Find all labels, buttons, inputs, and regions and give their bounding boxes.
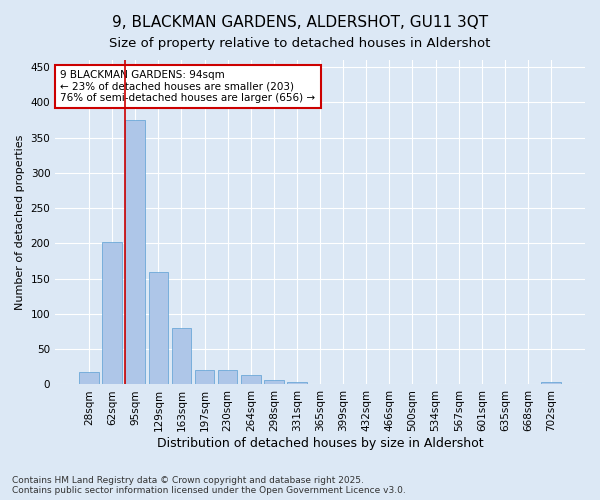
Bar — [241, 376, 260, 384]
Text: 9, BLACKMAN GARDENS, ALDERSHOT, GU11 3QT: 9, BLACKMAN GARDENS, ALDERSHOT, GU11 3QT — [112, 15, 488, 30]
Bar — [172, 328, 191, 384]
Bar — [287, 382, 307, 384]
X-axis label: Distribution of detached houses by size in Aldershot: Distribution of detached houses by size … — [157, 437, 484, 450]
Bar — [125, 120, 145, 384]
Text: Size of property relative to detached houses in Aldershot: Size of property relative to detached ho… — [109, 38, 491, 51]
Bar — [103, 242, 122, 384]
Text: 9 BLACKMAN GARDENS: 94sqm
← 23% of detached houses are smaller (203)
76% of semi: 9 BLACKMAN GARDENS: 94sqm ← 23% of detac… — [61, 70, 316, 103]
Bar — [541, 382, 561, 384]
Y-axis label: Number of detached properties: Number of detached properties — [15, 134, 25, 310]
Bar — [79, 372, 99, 384]
Bar — [149, 272, 168, 384]
Text: Contains HM Land Registry data © Crown copyright and database right 2025.
Contai: Contains HM Land Registry data © Crown c… — [12, 476, 406, 495]
Bar — [264, 380, 284, 384]
Bar — [195, 370, 214, 384]
Bar — [218, 370, 238, 384]
